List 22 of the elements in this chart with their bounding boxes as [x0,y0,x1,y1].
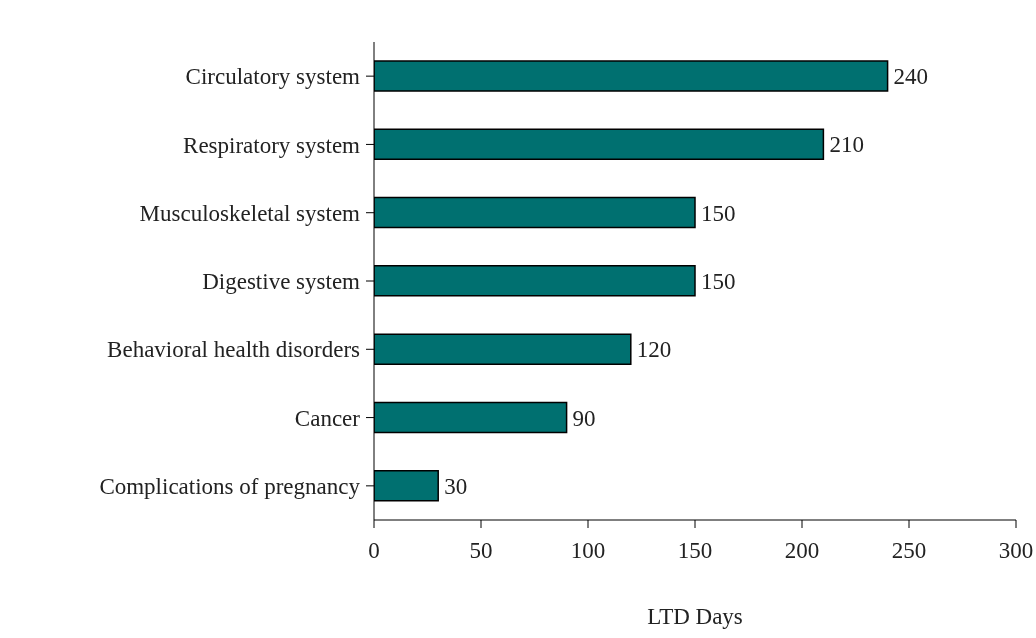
data-label: 150 [701,269,736,295]
data-label: 120 [636,337,672,363]
data-label: 240 [893,64,929,90]
y-tick-label: Behavioral health disorders [107,337,361,363]
data-label: 90 [572,405,596,431]
x-axis-title: LTD Days [647,604,743,629]
x-tick-label: 0 [368,538,380,564]
x-tick-label: 300 [998,538,1034,564]
y-tick-label: Digestive system [202,269,361,295]
y-tick-label: Musculoskeletal system [139,200,361,226]
x-tick-label: 250 [891,538,927,564]
x-tick-label: 150 [677,538,713,564]
y-tick-label: Cancer [294,405,361,431]
x-tick-label: 200 [784,538,820,564]
y-tick-label: Complications of pregnancy [99,474,361,500]
y-tick-label: Respiratory system [183,132,361,158]
data-label: 210 [829,132,864,158]
x-tick-label: 100 [570,538,606,564]
data-label: 150 [701,200,736,226]
y-tick-label: Circulatory system [185,64,361,90]
x-tick-label: 50 [469,538,493,564]
data-label: 30 [444,473,468,499]
